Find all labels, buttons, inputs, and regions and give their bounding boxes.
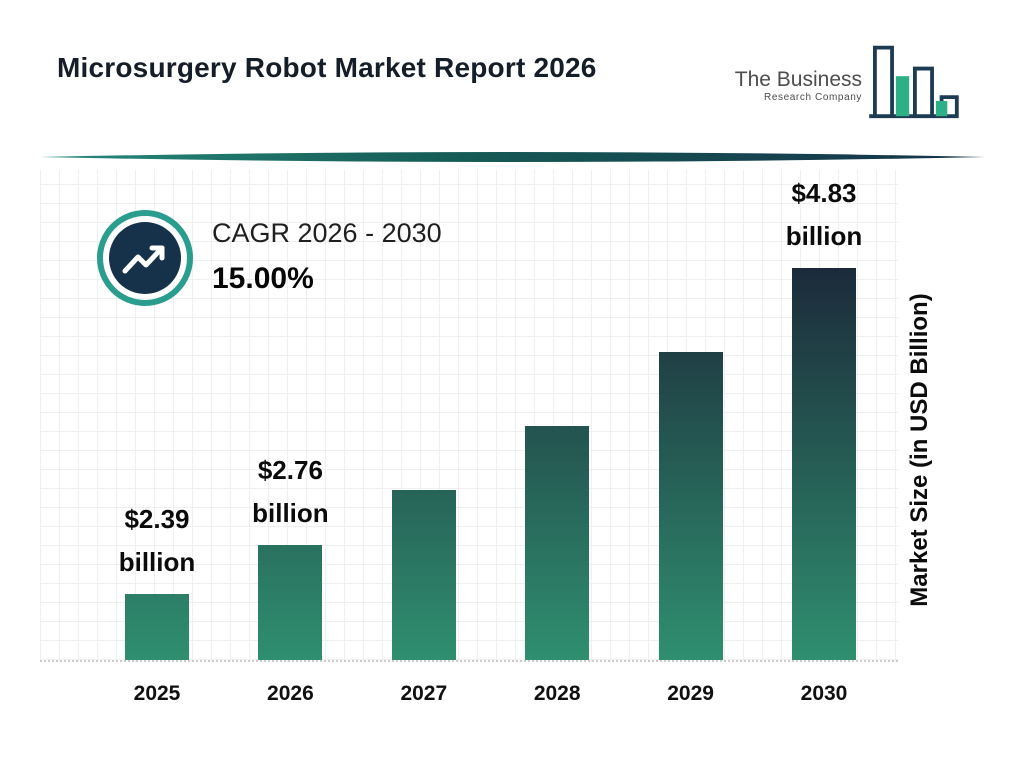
bar-value-label-2025: $2.39 billion (118, 504, 196, 577)
x-tick-2030: 2030 (800, 682, 848, 705)
bar-2030 (792, 268, 856, 660)
bar-2028 (525, 426, 590, 660)
divider-line (40, 152, 985, 162)
x-tick-2028: 2028 (533, 682, 581, 705)
bar-2029 (658, 352, 723, 660)
x-tick-2029: 2029 (667, 682, 714, 705)
logo-text: The Business Research Company (728, 68, 862, 103)
logo-name: The Business (734, 68, 862, 91)
bar-plot: $2.39 billion 2025 $2.76 billion 2026 2027 2028… (40, 170, 898, 705)
x-tick-2027: 2027 (400, 682, 448, 705)
x-tick-2026: 2026 (267, 682, 314, 705)
logo-barchart-icon (869, 45, 959, 119)
x-tick-2025: 2025 (133, 682, 181, 705)
bar-2027 (391, 490, 456, 660)
cagr-value: 15.00% (212, 262, 314, 295)
bar-2025 (125, 594, 189, 660)
bar-value-label-2030: $4.83 billion (785, 178, 863, 251)
cagr-range-label: CAGR 2026 - 2030 (212, 218, 442, 248)
company-logo: The Business Research Company (728, 40, 959, 120)
logo-subname: Research Company (764, 92, 862, 103)
trending-up-icon (97, 210, 193, 306)
bar-value-label-2026: $2.76 billion (252, 455, 329, 528)
y-axis-title: Market Size (in USD Billion) (906, 293, 933, 607)
page-title: Microsurgery Robot Market Report 2026 (57, 52, 597, 83)
bar-2026 (258, 545, 323, 660)
